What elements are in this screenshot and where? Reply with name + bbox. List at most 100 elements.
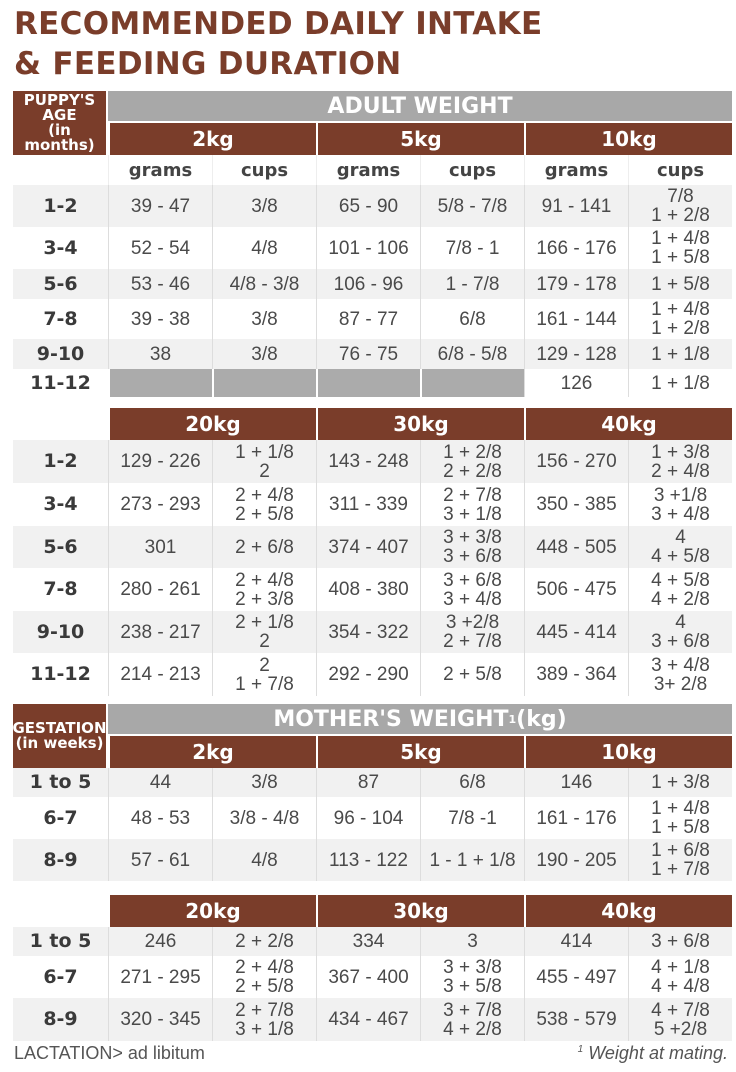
table-cell: 1 + 1/8 xyxy=(628,369,732,397)
weight-header-10kg: 10kg xyxy=(524,123,732,155)
table-cell: 2 + 4/8 2 + 3/8 xyxy=(212,568,316,611)
table-cell: 354 - 322 xyxy=(316,611,420,653)
table-cell: 91 - 141 xyxy=(524,185,628,227)
table-cell: 3 +2/8 2 + 7/8 xyxy=(420,611,524,653)
table-cell: 1 + 4/8 1 + 2/8 xyxy=(628,299,732,339)
table-cell: 39 - 38 xyxy=(108,299,212,339)
table-cell: 320 - 345 xyxy=(108,998,212,1041)
title-line-2: & FEEDING DURATION xyxy=(14,46,402,82)
table-cell: 389 - 364 xyxy=(524,653,628,696)
section-header: MOTHER'S WEIGHT 1 (kg) xyxy=(108,704,732,736)
table-cell: 4 4 + 5/8 xyxy=(628,526,732,568)
table-cell: 1 + 4/8 1 + 5/8 xyxy=(628,797,732,839)
footnote-marker: 1 xyxy=(577,1044,584,1055)
table-cell: 6/8 xyxy=(420,299,524,339)
table-cell: 39 - 47 xyxy=(108,185,212,227)
column-header-cups: cups xyxy=(628,155,732,185)
row-label: 7-8 xyxy=(43,578,78,600)
row-label: 5-6 xyxy=(13,269,108,299)
table-cell: 7/8 1 + 2/8 xyxy=(628,185,732,227)
weight-header-5kg: 5kg xyxy=(316,123,524,155)
table-cell: 101 - 106 xyxy=(316,227,420,269)
header-text: ADULT WEIGHT xyxy=(327,93,513,119)
table-cell: 65 - 90 xyxy=(316,185,420,227)
table-cell: 87 xyxy=(316,768,420,797)
table-cell: 280 - 261 xyxy=(108,568,212,611)
table-cell: 52 - 54 xyxy=(108,227,212,269)
table-cell: 2 + 7/8 3 + 1/8 xyxy=(420,483,524,526)
row-label: 11-12 xyxy=(30,371,91,394)
table-cell: 455 - 497 xyxy=(524,956,628,998)
gestation-table-small-breeds: GESTATION (in weeks) MOTHER'S WEIGHT 1 (kg… xyxy=(13,704,732,881)
title-line-1: RECOMMENDED DAILY INTAKE xyxy=(14,6,543,42)
row-label: 5-6 xyxy=(13,526,108,568)
row-label: 1 to 5 xyxy=(13,768,108,797)
header-footnote-marker: 1 xyxy=(508,712,517,726)
row-label: 3-4 xyxy=(43,236,78,259)
table-cell: 238 - 217 xyxy=(108,611,212,653)
puppy-table-small-breeds: PUPPY'S AGE (in months) ADULT WEIGHT 2kg 5k… xyxy=(13,91,732,397)
weight-header-2kg: 2kg xyxy=(108,736,316,768)
table-cell: 48 - 53 xyxy=(108,797,212,839)
row-label: 11-12 xyxy=(30,663,91,685)
table-cell: 301 xyxy=(108,526,212,568)
table-cell: 506 - 475 xyxy=(524,568,628,611)
table-cell: 53 - 46 xyxy=(108,269,212,299)
row-label: 8-9 xyxy=(13,998,108,1041)
gestation-table-large-breeds: 20kg 30kg 40kg 1 to 5 246 2 + 2/8 334 3 414 3 + 6… xyxy=(13,895,732,1041)
weight-header-30kg: 30kg xyxy=(316,895,524,927)
section-label: GESTATION (in weeks) xyxy=(13,704,108,768)
table-cell: 3 + 3/8 3 + 6/8 xyxy=(420,526,524,568)
table-cell: 190 - 205 xyxy=(524,839,628,881)
table-cell: 367 - 400 xyxy=(316,956,420,998)
spacer xyxy=(13,408,108,440)
table-cell: 1 + 3/8 xyxy=(628,768,732,797)
table-cell: 3/8 xyxy=(212,299,316,339)
table-cell: 96 - 104 xyxy=(316,797,420,839)
table-cell: 4/8 xyxy=(212,839,316,881)
empty-cell xyxy=(420,369,524,397)
table-cell: 4 + 1/8 4 + 4/8 xyxy=(628,956,732,998)
table-cell: 57 - 61 xyxy=(108,839,212,881)
empty-cell xyxy=(108,369,212,397)
weight-header-20kg: 20kg xyxy=(108,895,316,927)
row-label: 9-10 xyxy=(13,611,108,653)
table-cell: 2 + 4/8 2 + 5/8 xyxy=(212,483,316,526)
table-cell: 214 - 213 xyxy=(108,653,212,696)
table-cell: 271 - 295 xyxy=(108,956,212,998)
table-cell: 3/8 xyxy=(212,185,316,227)
puppy-table-large-breeds: 20kg 30kg 40kg 1-2 129 - 226 1 + 1/8 2 143 - 2… xyxy=(13,408,732,696)
table-cell: 3 + 6/8 xyxy=(628,927,732,956)
header-text: MOTHER'S WEIGHT xyxy=(273,706,509,732)
footnote-text: Weight at mating. xyxy=(588,1043,728,1063)
table-cell: 146 xyxy=(524,768,628,797)
column-header-grams: grams xyxy=(108,155,212,185)
table-cell: 44 xyxy=(108,768,212,797)
table-cell: 4 + 7/8 5 +2/8 xyxy=(628,998,732,1041)
weight-header-40kg: 40kg xyxy=(524,408,732,440)
row-label: 1-2 xyxy=(13,440,108,483)
table-cell: 448 - 505 xyxy=(524,526,628,568)
table-cell: 161 - 144 xyxy=(524,299,628,339)
table-cell: 1 + 6/8 1 + 7/8 xyxy=(628,839,732,881)
table-cell: 2 + 5/8 xyxy=(420,653,524,696)
table-cell: 1 + 1/8 xyxy=(628,339,732,369)
row-label: 9-10 xyxy=(13,339,108,369)
row-label: 8-9 xyxy=(13,839,108,881)
footnote: 1 Weight at mating. xyxy=(578,1043,728,1064)
table-cell: 1 + 1/8 2 xyxy=(212,440,316,483)
table-cell: 1 + 3/8 2 + 4/8 xyxy=(628,440,732,483)
weight-header-5kg: 5kg xyxy=(316,736,524,768)
table-cell: 445 - 414 xyxy=(524,611,628,653)
table-cell: 3/8 - 4/8 xyxy=(212,797,316,839)
table-cell: 6/8 - 5/8 xyxy=(420,339,524,369)
table-cell: 538 - 579 xyxy=(524,998,628,1041)
table-cell: 2 + 2/8 xyxy=(212,927,316,956)
table-cell: 3 + 4/8 3+ 2/8 xyxy=(628,653,732,696)
column-header-grams: grams xyxy=(524,155,628,185)
table-cell: 38 xyxy=(108,339,212,369)
table-cell: 106 - 96 xyxy=(316,269,420,299)
table-cell: 2 1 + 7/8 xyxy=(212,653,316,696)
table-cell: 113 - 122 xyxy=(316,839,420,881)
table-cell: 3 + 6/8 3 + 4/8 xyxy=(420,568,524,611)
